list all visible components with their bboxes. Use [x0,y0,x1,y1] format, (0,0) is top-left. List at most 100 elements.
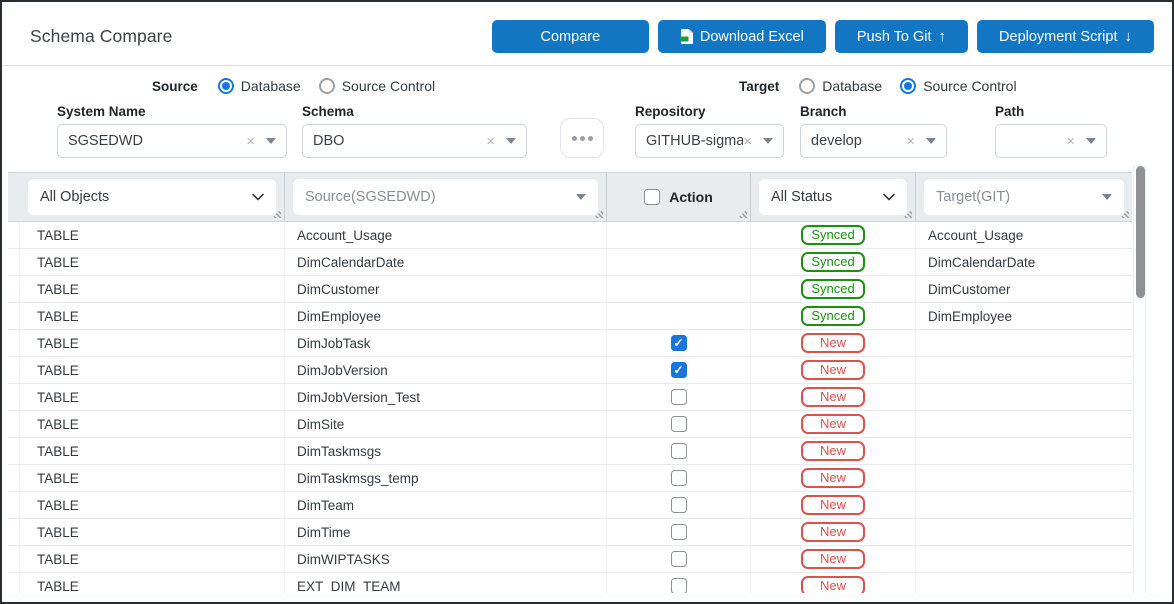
table-row: TABLE DimWIPTASKS New [8,546,1132,573]
status-badge: Synced [801,225,865,245]
system-name-field: System Name SGSEDWD × [57,104,287,158]
horizontal-scrollbar[interactable] [8,593,1166,602]
source-object-cell: DimTaskmsgs_temp [285,465,607,491]
status-badge: New [801,495,865,515]
arrow-up-icon: ↑ [938,28,947,45]
radio-icon[interactable] [217,78,234,94]
column-resize-handle[interactable] [272,209,281,218]
row-checkbox[interactable] [670,524,687,540]
source-database-label: Database [240,78,301,94]
column-resize-handle[interactable] [903,209,912,218]
status-badge: New [801,414,865,434]
table-row: TABLE DimSite New [8,411,1132,438]
caret-down-icon [576,194,586,200]
push-to-git-label: Push To Git [856,28,932,45]
radio-icon[interactable] [318,78,335,94]
source-source-control-option[interactable]: Source Control [318,78,436,94]
target-database-option[interactable]: Database [799,78,882,94]
row-checkbox[interactable] [670,443,687,459]
deployment-script-label: Deployment Script [999,28,1118,45]
row-checkbox[interactable] [670,470,687,486]
status-filter-select[interactable]: All Status [759,179,907,215]
objects-filter-select[interactable]: All Objects [28,179,276,215]
caret-down-icon[interactable] [266,138,276,144]
branch-value: develop [811,133,862,149]
caret-down-icon [1102,194,1112,200]
clear-icon[interactable]: × [1066,132,1075,150]
gutter-cell [8,303,20,329]
caret-down-icon[interactable] [1086,138,1096,144]
row-checkbox[interactable] [670,578,687,593]
branch-select[interactable]: develop × [800,124,947,158]
schema-select[interactable]: DBO × [302,124,527,158]
deployment-script-button[interactable]: Deployment Script ↓ [977,20,1154,53]
gutter-cell [8,411,20,437]
source-object-cell: DimSite [285,411,607,437]
object-type-cell: TABLE [20,492,285,518]
target-object-cell [916,384,1132,410]
row-checkbox[interactable] [670,362,687,378]
clear-icon[interactable]: × [246,132,255,150]
action-cell [607,357,751,383]
filters-section: Source Database Source Control Target Da… [2,66,1172,172]
download-excel-button[interactable]: Download Excel [657,20,826,53]
header-bar: Schema Compare Compare Download Excel Pu… [2,2,1172,66]
row-checkbox[interactable] [670,389,687,405]
source-source-control-label: Source Control [341,78,436,94]
object-type-cell: TABLE [20,357,285,383]
system-name-select[interactable]: SGSEDWD × [57,124,287,158]
clear-icon[interactable]: × [906,132,915,150]
row-checkbox[interactable] [670,497,687,513]
source-object-cell: DimJobVersion_Test [285,384,607,410]
status-badge: New [801,576,865,593]
row-checkbox[interactable] [670,335,687,351]
object-type-cell: TABLE [20,330,285,356]
action-cell [607,546,751,572]
caret-down-icon[interactable] [506,138,516,144]
path-select[interactable]: × [995,124,1107,158]
caret-down-icon[interactable] [926,138,936,144]
target-filter-value: Target(GIT) [936,189,1011,205]
target-object-cell [916,357,1132,383]
status-badge: New [801,522,865,542]
target-object-cell: DimCalendarDate [928,254,1036,270]
source-database-option[interactable]: Database [217,78,301,94]
status-cell: Synced [751,249,916,275]
gutter-cell [8,519,20,545]
radio-icon[interactable] [799,78,816,94]
target-filter-box[interactable]: Target(GIT) [924,179,1124,215]
repository-select[interactable]: GITHUB-sigma × [635,124,784,158]
select-all-checkbox[interactable] [644,189,661,205]
schema-label: Schema [302,104,354,119]
clear-icon[interactable]: × [743,132,752,150]
more-options-button[interactable] [560,118,604,158]
vertical-scrollbar-thumb[interactable] [1136,166,1145,298]
push-to-git-button[interactable]: Push To Git ↑ [834,20,969,53]
vertical-scrollbar[interactable] [1133,166,1146,594]
object-type-cell: TABLE [20,519,285,545]
action-cell [607,465,751,491]
source-filter-box[interactable]: Source(SGSEDWD) [293,179,598,215]
target-object-cell [916,546,1132,572]
column-resize-handle[interactable] [594,209,603,218]
column-resize-handle[interactable] [1120,209,1129,218]
row-checkbox[interactable] [670,416,687,432]
column-resize-handle[interactable] [738,209,747,218]
object-type-cell: TABLE [20,438,285,464]
clear-icon[interactable]: × [486,132,495,150]
target-source-control-label: Source Control [923,78,1017,94]
table-row: TABLE DimJobTask New [8,330,1132,357]
action-header-label: Action [669,189,713,205]
target-header-cell: Target(GIT) [916,173,1132,221]
compare-button-label: Compare [540,28,601,45]
target-group-label: Target [739,78,780,94]
caret-down-icon[interactable] [763,138,773,144]
compare-button[interactable]: Compare [491,20,649,53]
gutter-cell [8,249,20,275]
action-cell [607,276,751,302]
radio-icon[interactable] [900,78,917,94]
status-filter-value: All Status [771,189,833,205]
target-source-control-option[interactable]: Source Control [900,78,1017,94]
row-checkbox[interactable] [670,551,687,567]
